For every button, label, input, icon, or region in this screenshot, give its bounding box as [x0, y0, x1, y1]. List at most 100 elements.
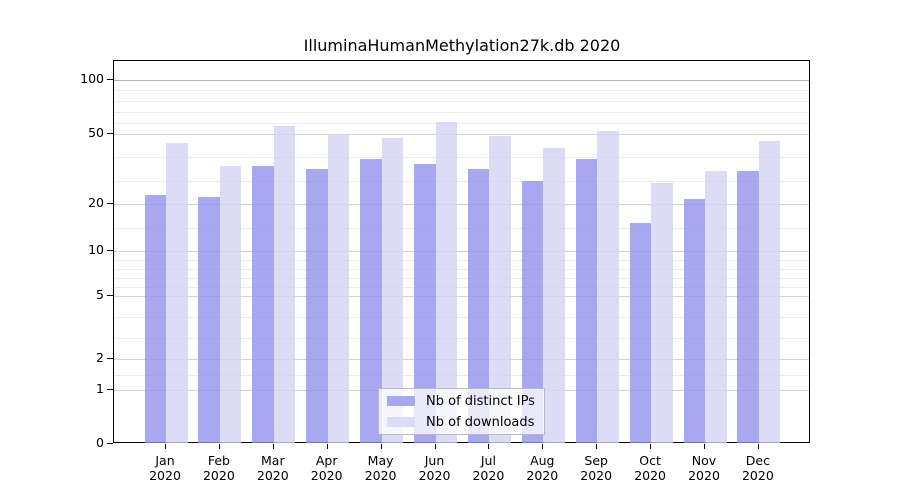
legend: Nb of distinct IPs Nb of downloads [378, 388, 545, 435]
year-label: 2020 [741, 467, 774, 483]
month-label: Nov [691, 453, 717, 468]
major-gridline-50 [114, 133, 809, 135]
month-label: May [367, 453, 394, 468]
x-tick-label-jun: Jun 2020 [407, 453, 463, 483]
legend-label-distinct-ips: Nb of distinct IPs [426, 393, 535, 409]
x-tick-label-jan: Jan 2020 [137, 453, 193, 483]
minor-gridline [114, 90, 809, 92]
y-tick-mark-0 [107, 443, 113, 444]
minor-gridline [114, 278, 809, 279]
minor-gridline [114, 101, 809, 103]
bar-ips-nov [683, 199, 705, 443]
x-tick-mark-may [380, 444, 382, 449]
month-label: Apr [315, 453, 338, 468]
major-gridline-5 [114, 296, 809, 297]
minor-gridline [114, 111, 809, 113]
minor-gridline [114, 157, 809, 158]
bar-ips-apr [306, 168, 328, 443]
year-label: 2020 [472, 467, 505, 483]
year-label: 2020 [310, 467, 343, 483]
major-gridline-20 [114, 204, 809, 205]
y-tick-label-20: 20 [88, 195, 104, 210]
y-tick-mark-1 [107, 389, 113, 390]
y-tick-mark-50 [107, 132, 113, 134]
x-tick-label-apr: Apr 2020 [299, 453, 355, 483]
x-tick-mark-aug [542, 444, 544, 449]
bar-ips-dec [737, 171, 759, 443]
x-tick-mark-jan [165, 444, 166, 449]
y-tick-mark-5 [107, 295, 113, 296]
month-label: Mar [261, 453, 285, 468]
month-label: Dec [745, 453, 770, 468]
x-tick-label-mar: Mar 2020 [245, 453, 301, 483]
y-tick-mark-2 [107, 358, 113, 359]
major-gridline-10 [114, 251, 809, 252]
legend-swatch-downloads [387, 417, 415, 427]
month-label: Jan [155, 453, 175, 468]
bar-ips-may [360, 159, 382, 443]
x-tick-mark-sep [596, 444, 598, 449]
x-tick-mark-dec [757, 444, 759, 449]
bar-downloads-nov [705, 171, 727, 443]
bar-ips-aug [521, 180, 544, 443]
minor-gridline [114, 180, 809, 182]
x-tick-mark-mar [272, 444, 274, 449]
y-tick-mark-20 [107, 203, 113, 204]
month-label: Sep [584, 453, 608, 468]
y-tick-label-10: 10 [88, 242, 104, 257]
minor-gridline [114, 287, 809, 288]
x-tick-mark-oct [650, 444, 652, 449]
minor-gridline [114, 122, 809, 124]
chart-title: IlluminaHumanMethylation27k.db 2020 [303, 36, 621, 55]
minor-gridline [114, 317, 809, 318]
bar-ips-feb [198, 196, 220, 443]
bar-downloads-feb [219, 166, 242, 443]
bar-downloads-jul [489, 135, 511, 443]
month-label: Jun [424, 453, 445, 468]
major-gridline-100 [114, 79, 809, 81]
year-label: 2020 [364, 467, 397, 483]
minor-gridline [114, 227, 809, 229]
bar-downloads-sep [597, 131, 619, 443]
year-label: 2020 [634, 467, 666, 483]
x-tick-label-nov: Nov 2020 [676, 453, 732, 483]
year-label: 2020 [256, 467, 289, 483]
x-tick-label-dec: Dec 2020 [730, 453, 786, 483]
minor-gridline [114, 260, 809, 261]
x-tick-label-feb: Feb 2020 [191, 453, 247, 483]
bar-downloads-may [381, 138, 404, 443]
bar-ips-jun [414, 164, 436, 443]
x-tick-mark-nov [704, 444, 705, 449]
y-tick-mark-10 [107, 250, 113, 251]
x-tick-label-may: May 2020 [353, 453, 409, 483]
minor-gridline [114, 269, 809, 270]
bar-ips-oct [629, 222, 652, 443]
month-label: Oct [639, 453, 661, 468]
legend-item-downloads: Nb of downloads [379, 412, 544, 433]
bar-downloads-jun [435, 121, 457, 443]
year-label: 2020 [202, 467, 235, 483]
bar-ips-jul [467, 168, 490, 443]
y-tick-label-2: 2 [96, 350, 104, 365]
x-tick-label-sep: Sep 2020 [568, 453, 624, 483]
major-gridline-2 [114, 359, 809, 360]
y-tick-label-0: 0 [96, 435, 104, 450]
x-tick-label-jul: Jul 2020 [460, 453, 516, 483]
x-tick-label-oct: Oct 2020 [622, 453, 678, 483]
bar-downloads-dec [758, 140, 781, 443]
year-label: 2020 [418, 467, 451, 483]
legend-swatch-distinct-ips [387, 396, 415, 406]
minor-gridline [114, 374, 809, 376]
month-label: Aug [530, 453, 555, 468]
legend-item-distinct-ips: Nb of distinct IPs [379, 391, 544, 412]
bar-ips-mar [252, 166, 274, 443]
year-label: 2020 [580, 467, 613, 483]
y-tick-mark-100 [107, 78, 113, 80]
x-tick-mark-jun [434, 444, 436, 449]
minor-gridline [114, 338, 809, 339]
month-label: Jul [480, 453, 496, 468]
y-tick-label-5: 5 [96, 287, 104, 302]
legend-label-downloads: Nb of downloads [426, 414, 535, 430]
month-label: Feb [207, 453, 230, 468]
